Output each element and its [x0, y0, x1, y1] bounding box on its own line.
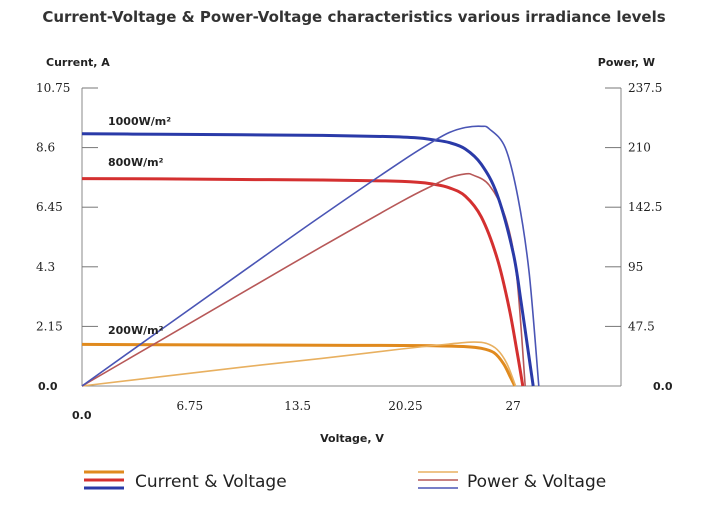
- y-right-tick-label: 47.5: [628, 319, 655, 333]
- y-right-axis-title: Power, W: [598, 56, 655, 69]
- x-axis-title: Voltage, V: [320, 432, 384, 445]
- x-tick-label: 27: [506, 399, 521, 413]
- y-left-tick-label: 2.15: [36, 319, 63, 333]
- y-right-tick-label: 95: [628, 260, 643, 274]
- y-right-tick-label: 0.0: [653, 380, 673, 393]
- y-left-tick-label: 4.3: [36, 260, 55, 274]
- legend-power-swatch: [418, 471, 458, 489]
- irradiance-label: 800W/m²: [108, 156, 164, 169]
- legend-power-label: Power & Voltage: [467, 472, 606, 492]
- tick-labels: 0.0 2.15 4.3 6.45 8.6 10.75 0.0 47.5 95 142.5 210 2…: [36, 81, 673, 422]
- y-left-axis-title: Current, A: [46, 56, 110, 69]
- x-tick-label: 0.0: [72, 409, 92, 422]
- series-current-1000-line: [81, 132, 535, 387]
- y-left-tick-label: 6.45: [36, 200, 63, 214]
- series-power-1000-line: [81, 125, 540, 387]
- axes: [81, 87, 622, 387]
- x-tick-label: 13.5: [284, 399, 311, 413]
- irradiance-label: 200W/m²: [108, 324, 164, 337]
- irradiance-label: 1000W/m²: [108, 115, 171, 128]
- x-tick-label: 20.25: [388, 399, 422, 413]
- curve-labels: 1000W/m² 800W/m² 200W/m²: [108, 115, 171, 337]
- y-left-tick-label: 0.0: [38, 380, 58, 393]
- curves: [81, 125, 540, 387]
- series-current-200-line: [81, 342, 517, 387]
- y-left-tick-label: 8.6: [36, 141, 55, 155]
- x-tick-label: 6.75: [176, 399, 203, 413]
- y-right-tick-label: 142.5: [628, 200, 662, 214]
- legend-current-swatch: [84, 470, 124, 490]
- y-left-tick-label: 10.75: [36, 81, 70, 95]
- y-right-tick-label: 210: [628, 141, 651, 155]
- legend: Current & Voltage Power & Voltage: [84, 470, 606, 492]
- y-right-tick-label: 237.5: [628, 81, 662, 95]
- series-power-200-line: [81, 341, 517, 387]
- chart-title: Current-Voltage & Power-Voltage characte…: [42, 8, 665, 26]
- series-power-800-line: [81, 172, 526, 387]
- series-current-800-line: [81, 177, 525, 387]
- legend-current-label: Current & Voltage: [135, 472, 287, 492]
